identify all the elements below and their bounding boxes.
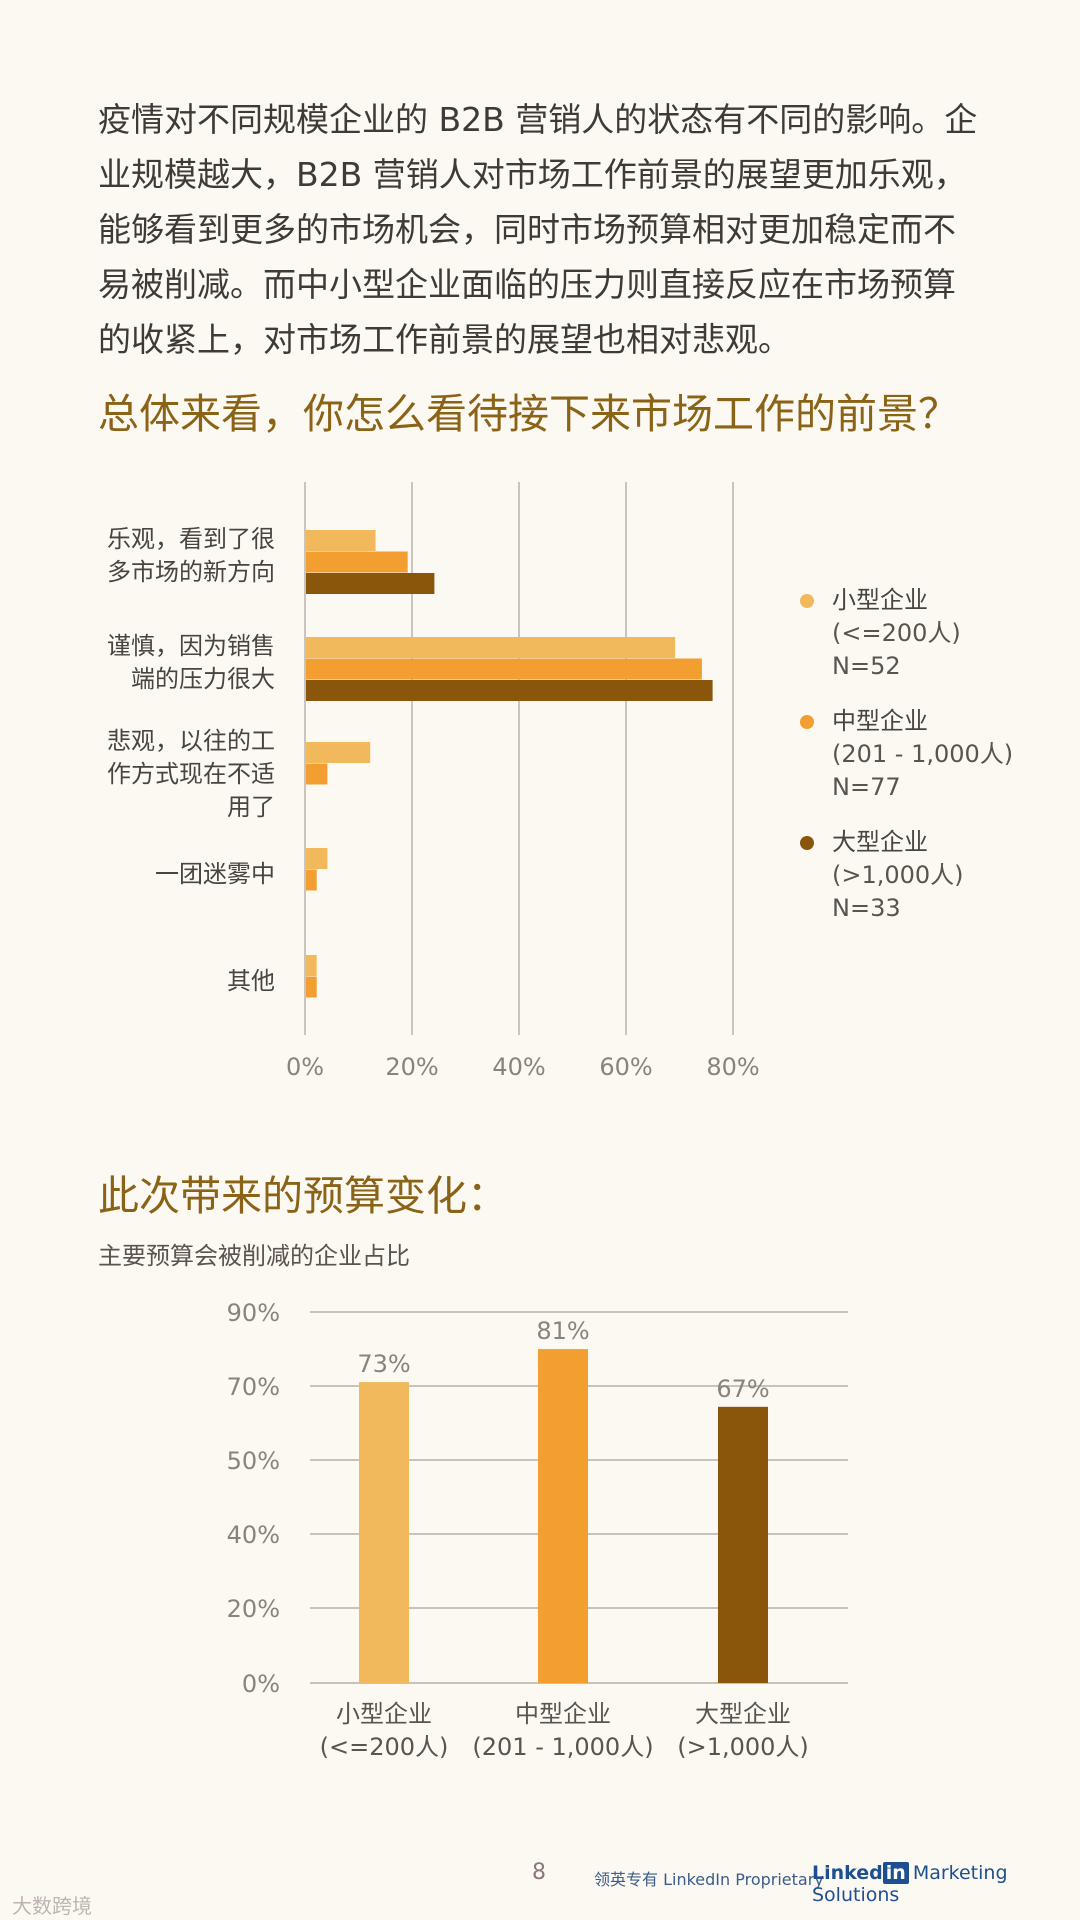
legend-n: N=77 bbox=[832, 773, 901, 801]
legend-size: (201 - 1,000人) bbox=[832, 740, 1014, 768]
y-tick-label: 50% bbox=[227, 1447, 280, 1475]
logo-marketing-solutions: Marketing Solutions bbox=[812, 1862, 1008, 1906]
legend-item-large: 大型企业 (>1,000人) N=33 bbox=[800, 826, 1013, 925]
outlook-legend: 小型企业 (<=200人) N=52 中型企业 (201 - 1,000人) N… bbox=[800, 584, 1013, 947]
y-tick-label: 40% bbox=[227, 1521, 280, 1549]
legend-dot-medium bbox=[800, 715, 814, 729]
x-tick-label: 40% bbox=[492, 1053, 545, 1081]
bar bbox=[306, 551, 408, 573]
bar bbox=[306, 742, 371, 763]
proprietary-notice: 领英专有 LinkedIn Proprietary bbox=[594, 1870, 824, 1889]
bar bbox=[306, 637, 676, 658]
legend-name: 大型企业 bbox=[832, 828, 928, 856]
legend-n: N=33 bbox=[832, 894, 901, 922]
x-tick-label: 0% bbox=[286, 1053, 324, 1081]
y-tick-label: 0% bbox=[242, 1670, 280, 1698]
legend-item-medium: 中型企业 (201 - 1,000人) N=77 bbox=[800, 705, 1013, 804]
bar bbox=[306, 763, 328, 785]
category-label: 其他 bbox=[227, 966, 275, 995]
category-label: (<=200人) bbox=[320, 1733, 449, 1761]
budget-chart-subtitle: 主要预算会被削减的企业占比 bbox=[98, 1242, 410, 1270]
page-number: 8 bbox=[532, 1860, 546, 1885]
intro-paragraph: 疫情对不同规模企业的 B2B 营销人的状态有不同的影响。企业规模越大，B2B 营… bbox=[98, 100, 978, 359]
bar bbox=[718, 1406, 768, 1683]
category-label: 悲观，以往的工 作方式现在不适 用了 bbox=[107, 726, 275, 821]
bar bbox=[306, 530, 376, 551]
watermark: 大数跨境 bbox=[12, 1894, 92, 1918]
bar bbox=[306, 869, 317, 891]
budget-chart-title: 此次带来的预算变化： bbox=[98, 1172, 508, 1220]
category-label: 中型企业 bbox=[515, 1700, 611, 1728]
x-tick-label: 20% bbox=[385, 1053, 438, 1081]
bar bbox=[306, 658, 702, 680]
linkedin-marketing-logo: Linked in Marketing Solutions bbox=[812, 1862, 1080, 1906]
y-tick-label: 70% bbox=[227, 1373, 280, 1401]
bar bbox=[306, 573, 435, 594]
data-label: 73% bbox=[357, 1350, 410, 1378]
y-tick-label: 90% bbox=[227, 1299, 280, 1327]
y-tick-label: 20% bbox=[227, 1595, 280, 1623]
outlook-chart-canvas: 0% 20% 40% 60% 80% bbox=[286, 482, 760, 1081]
data-label: 81% bbox=[536, 1317, 589, 1345]
category-label: 大型企业 bbox=[695, 1700, 791, 1728]
logo-linked: Linked bbox=[812, 1862, 883, 1884]
legend-item-small: 小型企业 (<=200人) N=52 bbox=[800, 584, 1013, 683]
category-label: 谨慎，因为销售 端的压力很大 bbox=[107, 632, 275, 694]
bar bbox=[306, 955, 317, 976]
data-label: 67% bbox=[716, 1375, 769, 1403]
bar bbox=[359, 1382, 409, 1683]
legend-dot-small bbox=[800, 594, 814, 608]
bar bbox=[306, 680, 713, 701]
legend-dot-large bbox=[800, 836, 814, 850]
x-tick-label: 60% bbox=[599, 1053, 652, 1081]
outlook-chart-title: 总体来看，你怎么看待接下来市场工作的前景？ bbox=[98, 390, 959, 438]
category-label: (>1,000人) bbox=[677, 1733, 809, 1761]
bar bbox=[306, 848, 328, 869]
bar bbox=[538, 1349, 588, 1683]
x-tick-label: 80% bbox=[706, 1053, 759, 1081]
legend-name: 中型企业 bbox=[832, 707, 928, 735]
legend-size: (<=200人) bbox=[832, 619, 961, 647]
legend-n: N=52 bbox=[832, 652, 901, 680]
category-label: 乐观，看到了很 多市场的新方向 bbox=[107, 525, 275, 587]
legend-name: 小型企业 bbox=[832, 586, 928, 614]
logo-in-box: in bbox=[882, 1862, 909, 1884]
category-label: (201 - 1,000人) bbox=[472, 1733, 653, 1761]
legend-size: (>1,000人) bbox=[832, 861, 964, 889]
category-label: 一团迷雾中 bbox=[155, 859, 275, 888]
category-label: 小型企业 bbox=[336, 1700, 432, 1728]
bar bbox=[306, 976, 317, 998]
